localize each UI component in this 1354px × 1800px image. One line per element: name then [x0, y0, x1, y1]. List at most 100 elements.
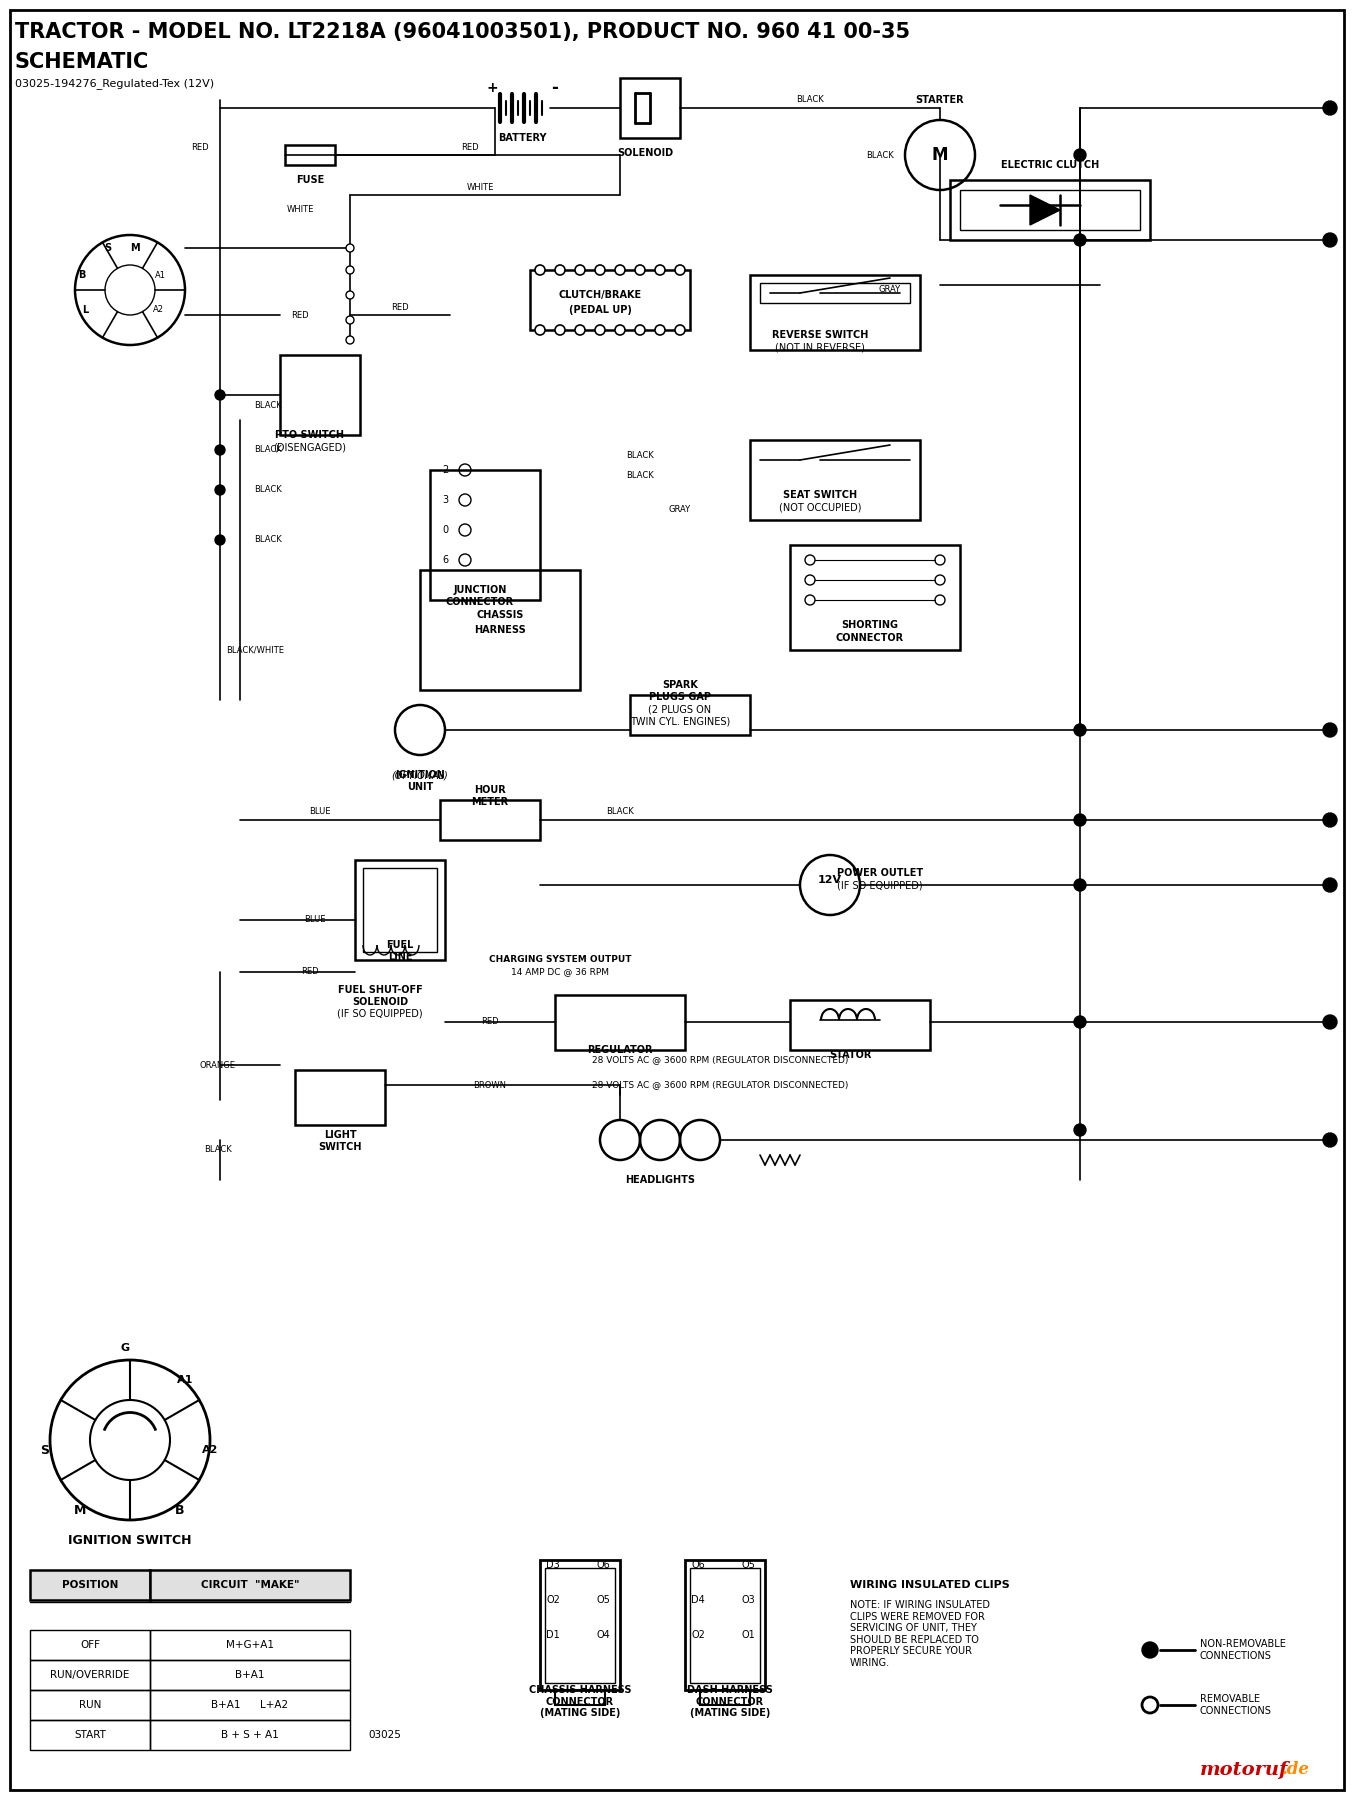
Text: BROWN: BROWN — [474, 1080, 506, 1089]
Text: RUN/OVERRIDE: RUN/OVERRIDE — [50, 1670, 130, 1679]
Circle shape — [1323, 101, 1336, 115]
Text: BLACK: BLACK — [867, 151, 894, 160]
Bar — [529, 270, 691, 329]
Text: motoruf: motoruf — [1200, 1760, 1289, 1778]
Bar — [685, 1561, 765, 1690]
Text: (DISENGAGED): (DISENGAGED) — [274, 443, 347, 452]
Text: 28 VOLTS AC @ 3600 RPM (REGULATOR DISCONNECTED): 28 VOLTS AC @ 3600 RPM (REGULATOR DISCON… — [592, 1080, 848, 1089]
Bar — [700, 1690, 750, 1705]
Circle shape — [347, 337, 353, 344]
Text: M+G+A1: M+G+A1 — [226, 1640, 274, 1651]
Text: OFF: OFF — [80, 1640, 100, 1651]
Text: 03025-194276_Regulated-Tex (12V): 03025-194276_Regulated-Tex (12V) — [15, 77, 214, 88]
Circle shape — [1074, 724, 1086, 736]
Text: L: L — [81, 304, 88, 315]
Bar — [540, 1561, 620, 1690]
Circle shape — [215, 484, 225, 495]
Text: NON-REMOVABLE
CONNECTIONS: NON-REMOVABLE CONNECTIONS — [1200, 1640, 1286, 1661]
Text: BLUE: BLUE — [305, 916, 326, 925]
Bar — [150, 1631, 349, 1660]
Circle shape — [1074, 234, 1086, 247]
Text: O3: O3 — [741, 1595, 756, 1606]
Bar — [789, 1001, 930, 1049]
Text: TWIN CYL. ENGINES): TWIN CYL. ENGINES) — [630, 716, 730, 725]
Text: (NOT IN REVERSE): (NOT IN REVERSE) — [774, 344, 865, 353]
Text: HOUR: HOUR — [474, 785, 506, 796]
Text: CLUTCH/BRAKE: CLUTCH/BRAKE — [558, 290, 642, 301]
Text: POSITION: POSITION — [62, 1580, 118, 1589]
Text: S: S — [41, 1444, 50, 1456]
Text: NOTE: IF WIRING INSULATED
CLIPS WERE REMOVED FOR
SERVICING OF UNIT, THEY
SHOULD : NOTE: IF WIRING INSULATED CLIPS WERE REM… — [850, 1600, 990, 1669]
Text: .de: .de — [1282, 1762, 1311, 1778]
Bar — [150, 1690, 349, 1721]
Bar — [760, 283, 910, 302]
Text: RUN: RUN — [79, 1699, 102, 1710]
Text: UNIT: UNIT — [406, 781, 433, 792]
Circle shape — [1074, 814, 1086, 826]
Circle shape — [555, 326, 565, 335]
Text: PLUGS GAP: PLUGS GAP — [649, 691, 711, 702]
Text: HEADLIGHTS: HEADLIGHTS — [626, 1175, 695, 1184]
Text: D3: D3 — [546, 1561, 559, 1570]
Text: (IF SO EQUIPPED): (IF SO EQUIPPED) — [837, 880, 923, 889]
Circle shape — [1074, 149, 1086, 160]
Text: A1: A1 — [154, 270, 165, 279]
Text: M: M — [932, 146, 948, 164]
Text: 6: 6 — [441, 554, 448, 565]
Text: O2: O2 — [546, 1595, 561, 1606]
Circle shape — [215, 535, 225, 545]
Bar — [620, 77, 680, 139]
Text: SCHEMATIC: SCHEMATIC — [15, 52, 149, 72]
Text: BLACK: BLACK — [626, 470, 654, 479]
Text: +: + — [486, 81, 498, 95]
Circle shape — [575, 265, 585, 275]
Bar — [150, 1660, 349, 1690]
Text: BLACK: BLACK — [796, 95, 823, 104]
Text: BLACK: BLACK — [204, 1145, 232, 1154]
Text: GRAY: GRAY — [879, 286, 900, 295]
Text: (2 PLUGS ON: (2 PLUGS ON — [649, 704, 712, 715]
Text: CHASSIS HARNESS
CONNECTOR
(MATING SIDE): CHASSIS HARNESS CONNECTOR (MATING SIDE) — [529, 1685, 631, 1719]
Text: B: B — [175, 1503, 184, 1516]
Bar — [30, 1690, 150, 1721]
Text: SEAT SWITCH: SEAT SWITCH — [783, 490, 857, 500]
Text: PTO SWITCH: PTO SWITCH — [275, 430, 344, 439]
Text: 3: 3 — [441, 495, 448, 506]
Bar — [363, 868, 437, 952]
Bar — [355, 860, 445, 959]
Text: POWER OUTLET: POWER OUTLET — [837, 868, 923, 878]
Text: D4: D4 — [691, 1595, 705, 1606]
Text: BLACK/WHITE: BLACK/WHITE — [226, 646, 284, 655]
Text: BLACK: BLACK — [255, 446, 282, 454]
Bar — [150, 1570, 349, 1600]
Text: BLACK: BLACK — [255, 536, 282, 544]
Text: CONNECTOR: CONNECTOR — [835, 634, 904, 643]
Text: METER: METER — [471, 797, 509, 806]
Text: STARTER: STARTER — [915, 95, 964, 104]
Text: SOLENOID: SOLENOID — [352, 997, 408, 1006]
Text: SWITCH: SWITCH — [318, 1141, 362, 1152]
Text: D1: D1 — [546, 1631, 559, 1640]
Circle shape — [215, 445, 225, 455]
Text: IGNITION: IGNITION — [395, 770, 445, 779]
Text: FUSE: FUSE — [297, 175, 324, 185]
Bar — [789, 545, 960, 650]
Circle shape — [655, 265, 665, 275]
Text: (OPTIONAL): (OPTIONAL) — [391, 770, 448, 779]
Text: IGNITION SWITCH: IGNITION SWITCH — [68, 1534, 192, 1546]
Text: SHORTING: SHORTING — [841, 619, 899, 630]
Circle shape — [1141, 1642, 1158, 1658]
Text: LIGHT: LIGHT — [324, 1130, 356, 1139]
Text: O2: O2 — [691, 1631, 705, 1640]
Text: 28 VOLTS AC @ 3600 RPM (REGULATOR DISCONNECTED): 28 VOLTS AC @ 3600 RPM (REGULATOR DISCON… — [592, 1055, 848, 1064]
Text: REMOVABLE
CONNECTIONS: REMOVABLE CONNECTIONS — [1200, 1694, 1271, 1715]
Text: DASH HARNESS
CONNECTOR
(MATING SIDE): DASH HARNESS CONNECTOR (MATING SIDE) — [686, 1685, 773, 1719]
Text: RED: RED — [481, 1017, 498, 1026]
Circle shape — [615, 265, 626, 275]
Text: FUEL SHUT-OFF: FUEL SHUT-OFF — [337, 985, 422, 995]
Bar — [630, 695, 750, 734]
Text: ELECTRIC CLUTCH: ELECTRIC CLUTCH — [1001, 160, 1099, 169]
Text: M: M — [74, 1503, 87, 1516]
Text: M: M — [130, 243, 139, 254]
Text: B+A1      L+A2: B+A1 L+A2 — [211, 1699, 288, 1710]
